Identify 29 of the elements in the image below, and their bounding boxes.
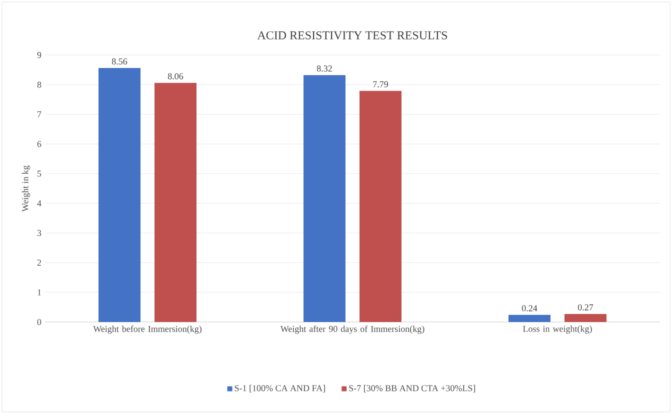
y-tick-label: 6 bbox=[37, 140, 42, 148]
x-tick-label: Weight after 90 days of Immersion(kg) bbox=[280, 326, 424, 334]
y-tick-label: 4 bbox=[37, 200, 42, 206]
data-label: 0.27 bbox=[578, 304, 594, 310]
legend-label: S-7 [30% BB AND CTA +30%LS] bbox=[349, 384, 476, 392]
y-tick-label: 2 bbox=[37, 260, 41, 266]
y-tick-label: 0 bbox=[37, 318, 42, 326]
x-tick-label: Loss in weight(kg) bbox=[523, 326, 592, 334]
y-tick-label: 7 bbox=[38, 111, 42, 118]
legend-label: S-1 [100% CA AND FA] bbox=[234, 384, 325, 392]
y-tick-label: 8 bbox=[37, 82, 42, 88]
data-label: 7.79 bbox=[373, 81, 388, 88]
y-tick-label: 1 bbox=[38, 289, 41, 296]
bar bbox=[154, 82, 197, 322]
chart-title: ACID RESISTIVITY TEST RESULTS bbox=[257, 31, 448, 40]
y-tick-label: 9 bbox=[37, 52, 42, 58]
y-tick-label: 5 bbox=[37, 170, 42, 177]
bar bbox=[564, 314, 606, 322]
data-label: 8.56 bbox=[112, 58, 128, 65]
bar bbox=[508, 314, 550, 322]
data-label: 8.32 bbox=[316, 66, 332, 72]
data-label: 0.24 bbox=[522, 305, 538, 312]
x-tick-label: Weight before Immersion(kg) bbox=[93, 326, 202, 334]
y-axis-title: Weight in kg bbox=[22, 166, 30, 212]
bar bbox=[304, 75, 346, 322]
data-label: 8.06 bbox=[168, 73, 184, 80]
bar bbox=[360, 90, 402, 322]
bar bbox=[98, 68, 141, 322]
y-tick-label: 3 bbox=[37, 230, 42, 236]
